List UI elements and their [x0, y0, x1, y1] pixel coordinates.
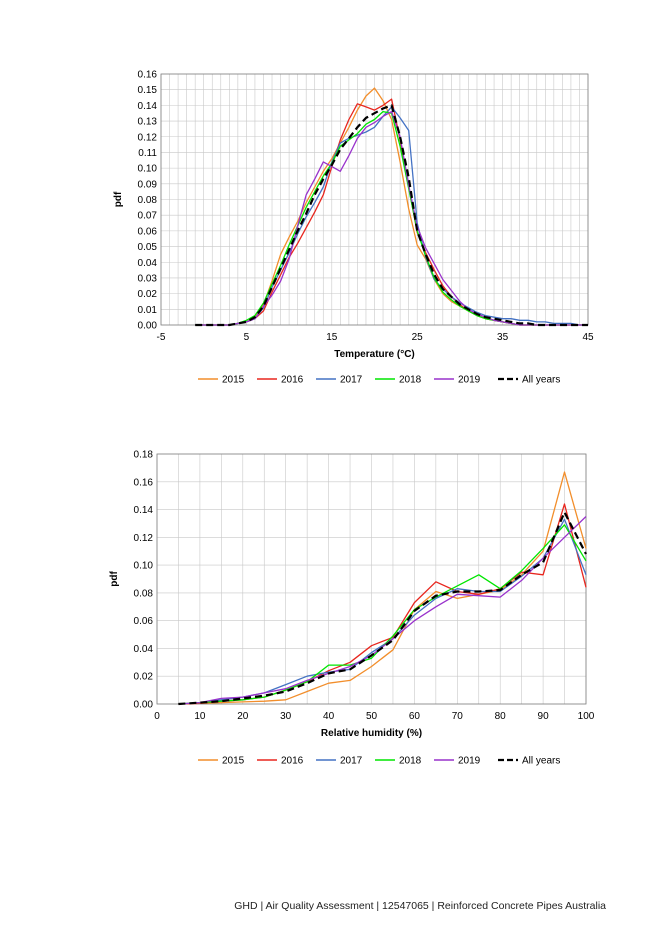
series-line-all-years	[195, 104, 588, 327]
legend-label: 2015	[222, 756, 245, 767]
y-tick-label: 0.00	[138, 321, 158, 332]
legend-label: All years	[522, 756, 560, 767]
y-tick-label: 0.12	[134, 533, 154, 544]
x-tick-label: 80	[495, 711, 507, 722]
y-tick-label: 0.06	[134, 616, 154, 627]
y-tick-label: 0.03	[138, 273, 158, 284]
series-line-2018	[178, 524, 587, 705]
y-tick-label: 0.14	[134, 505, 154, 516]
y-tick-label: 0.10	[134, 561, 154, 572]
legend-label: 2016	[281, 756, 304, 767]
x-axis-title: Temperature (°C)	[334, 349, 415, 360]
y-tick-label: 0.12	[138, 132, 158, 143]
x-tick-label: 10	[194, 711, 206, 722]
x-tick-label: 25	[412, 332, 424, 343]
y-tick-label: 0.08	[134, 588, 154, 599]
x-tick-label: 60	[409, 711, 421, 722]
series-line-2015	[178, 471, 587, 705]
y-tick-label: 0.09	[138, 179, 158, 190]
y-tick-label: 0.16	[138, 70, 158, 81]
page-footer: GHD | Air Quality Assessment | 12547065 …	[234, 900, 606, 912]
y-axis-title: pdf	[113, 191, 124, 207]
x-tick-label: 20	[237, 711, 249, 722]
legend-label: 2015	[222, 375, 245, 386]
y-tick-label: 0.11	[138, 148, 157, 159]
x-tick-label: 100	[578, 711, 595, 722]
x-tick-label: 5	[244, 332, 250, 343]
legend-label: 2016	[281, 375, 304, 386]
y-tick-label: 0.15	[138, 85, 158, 96]
legend-label: 2017	[340, 375, 363, 386]
temperature-pdf-chart: 0.00 0.01 0.02 0.03 0.04 0.05 0.06 0.07 0.08 0.09…	[113, 70, 594, 386]
y-tick-label: 0.10	[138, 164, 158, 175]
x-tick-label: 30	[280, 711, 292, 722]
x-tick-label: 90	[538, 711, 550, 722]
y-tick-label: 0.08	[138, 195, 158, 206]
legend-label: 2017	[340, 756, 363, 767]
x-tick-label: -5	[157, 332, 166, 343]
plot-area	[156, 453, 587, 705]
y-axis-title: pdf	[109, 571, 120, 587]
x-tick-label: 0	[154, 711, 160, 722]
y-tick-label: 0.00	[134, 700, 154, 711]
y-tick-label: 0.02	[134, 672, 154, 683]
y-tick-label: 0.18	[134, 450, 154, 461]
y-tick-label: 0.05	[138, 242, 158, 253]
x-tick-label: 40	[323, 711, 335, 722]
y-tick-label: 0.14	[138, 101, 158, 112]
x-tick-label: 45	[582, 332, 594, 343]
humidity-pdf-chart: 0.00 0.02 0.04 0.06 0.08 0.10 0.12 0.14 0.16 0.18…	[109, 450, 595, 767]
y-tick-label: 0.13	[138, 117, 158, 128]
y-tick-label: 0.01	[138, 305, 158, 316]
plot-area	[160, 73, 589, 326]
legend-label: All years	[522, 375, 560, 386]
x-tick-label: 35	[497, 332, 509, 343]
y-tick-label: 0.06	[138, 226, 158, 237]
legend-label: 2019	[458, 756, 481, 767]
series-line-all-years	[178, 511, 587, 706]
y-tick-label: 0.04	[138, 258, 158, 269]
legend-label: 2018	[399, 756, 422, 767]
series-line-2016	[178, 503, 587, 705]
x-tick-label: 50	[366, 711, 378, 722]
y-tick-label: 0.07	[138, 211, 158, 222]
x-tick-label: 15	[326, 332, 338, 343]
series-line-2019	[178, 516, 587, 705]
legend-label: 2019	[458, 375, 481, 386]
legend-label: 2018	[399, 375, 422, 386]
x-tick-label: 70	[452, 711, 464, 722]
x-axis-title: Relative humidity (%)	[321, 728, 422, 739]
y-tick-label: 0.04	[134, 644, 154, 655]
y-tick-label: 0.16	[134, 477, 154, 488]
y-tick-label: 0.02	[138, 289, 158, 300]
